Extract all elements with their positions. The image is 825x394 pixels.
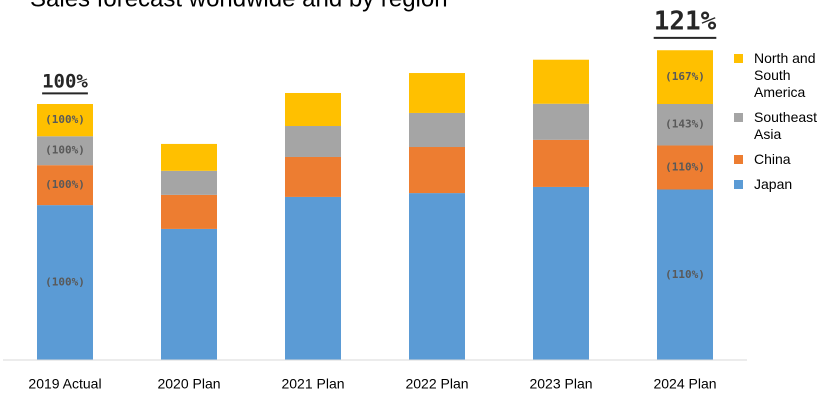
- bar-segment: [161, 228, 217, 360]
- legend-item: China: [732, 151, 822, 168]
- bar-segment: [409, 193, 465, 360]
- legend-label: Japan: [754, 176, 793, 192]
- legend-item: North and South America: [732, 50, 822, 101]
- bar-segment: [409, 112, 465, 148]
- bar-segment: [533, 139, 589, 187]
- segment-label: (143%): [665, 118, 705, 131]
- legend-swatch: [734, 180, 743, 189]
- x-tick-label: 2024 Plan: [653, 376, 716, 392]
- segment-label: (100%): [45, 144, 85, 157]
- bar-segment: [37, 165, 93, 206]
- x-tick-label: 2020 Plan: [157, 376, 220, 392]
- bar-segment: [533, 59, 589, 104]
- legend-label: China: [754, 151, 791, 167]
- bar-segment: [285, 156, 341, 197]
- legend-item: Japan: [732, 176, 822, 193]
- legend-label: North and South America: [754, 50, 816, 100]
- segment-label: (100%): [45, 276, 85, 289]
- segment-label: (100%): [45, 178, 85, 191]
- bar-segment: [285, 92, 341, 127]
- total-label: 121%: [654, 7, 717, 37]
- legend-swatch: [734, 113, 743, 122]
- x-tick-label: 2021 Plan: [281, 376, 344, 392]
- x-tick-label: 2019 Actual: [28, 376, 101, 392]
- bar-segment: [657, 50, 713, 104]
- x-tick-label: 2022 Plan: [405, 376, 468, 392]
- legend-label: Southeast Asia: [754, 109, 818, 142]
- segment-label: (110%): [665, 160, 705, 173]
- legend-swatch: [734, 54, 743, 63]
- bar-segment: [161, 143, 217, 171]
- segment-label: (100%): [45, 113, 85, 126]
- bar-segment: [161, 170, 217, 195]
- bar-segment: [657, 145, 713, 190]
- bar-segment: [533, 103, 589, 140]
- bar-segment: [657, 104, 713, 146]
- x-tick-label: 2023 Plan: [529, 376, 592, 392]
- bar-segment: [533, 186, 589, 360]
- segment-label: (110%): [665, 268, 705, 281]
- bar-segment: [37, 104, 93, 137]
- legend: North and South America Southeast Asia Chi…: [732, 50, 822, 201]
- bar-segment: [409, 147, 465, 194]
- bar-segment: [285, 196, 341, 360]
- segment-label: (167%): [665, 70, 705, 83]
- bar-segment: [37, 136, 93, 166]
- bar-segment: [37, 205, 93, 360]
- bar-segment: [161, 194, 217, 229]
- legend-item: Southeast Asia: [732, 109, 822, 143]
- chart-title: Sales forecast worldwide and by region: [30, 0, 448, 12]
- bar-segment: [285, 126, 341, 157]
- bar-segment: [409, 73, 465, 113]
- bar-segment: [657, 189, 713, 360]
- total-label: 100%: [42, 71, 88, 93]
- legend-swatch: [734, 155, 743, 164]
